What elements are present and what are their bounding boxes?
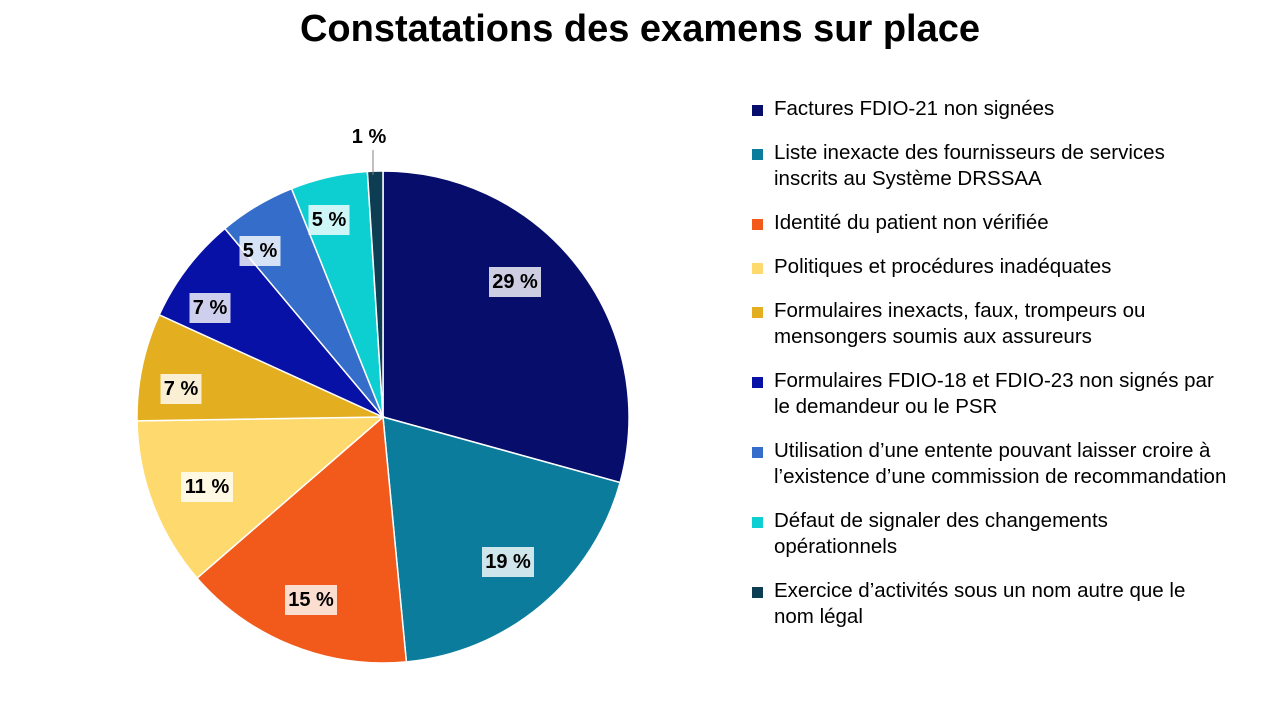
slice-label: 5 % (239, 236, 281, 266)
legend-label: Formulaires FDIO-18 et FDIO-23 non signé… (774, 369, 1214, 418)
slice-label-bg (181, 472, 233, 502)
slice-label-bg (482, 547, 534, 577)
legend-swatch (752, 587, 763, 598)
slice-label: 11 % (181, 472, 233, 502)
legend-swatch (752, 263, 763, 274)
slice-label: 15 % (285, 585, 337, 615)
pie-chart: 29 % 19 % 15 % 11 % 7 % 7 % 5 % 5 % 1 % (136, 126, 630, 664)
slice-label-text: 1 % (352, 126, 387, 148)
legend-label: Exercice d’activités sous un nom autre q… (774, 579, 1186, 628)
slice-label-bg (285, 585, 337, 615)
slice-label-text: 11 % (185, 476, 230, 498)
slice-label-text: 19 % (485, 551, 531, 573)
legend-label: Politiques et procédures inadéquates (774, 255, 1112, 278)
chart-title: Constatations des examens sur place (299, 8, 981, 50)
slice-label-bg (489, 267, 541, 297)
legend-label: Identité du patient non vérifiée (774, 211, 1049, 234)
legend-swatch (752, 149, 763, 160)
pie-slice (366, 170, 384, 418)
slice-label: 29 % (489, 267, 541, 297)
legend-swatch (752, 105, 763, 116)
legend-swatch (752, 219, 763, 230)
legend-swatch (752, 447, 763, 458)
legend-label: Défaut de signaler des changements opéra… (774, 509, 1108, 558)
pie-slice (158, 227, 384, 418)
legend-label: Formulaires inexacts, faux, trompeurs ou… (774, 299, 1146, 348)
legend-label: Utilisation d’une entente pouvant laisse… (774, 439, 1227, 488)
legend-item: Politiques et procédures inadéquates (748, 254, 1228, 280)
legend-swatch (752, 307, 763, 318)
pie-slice (136, 416, 386, 580)
slice-label: 5 % (308, 205, 350, 235)
chart-legend: Factures FDIO-21 non signées Liste inexac… (748, 96, 1228, 648)
slice-label: 19 % (482, 547, 534, 577)
legend-item: Identité du patient non vérifiée (748, 210, 1228, 236)
pie-slice (382, 170, 630, 484)
slice-label-text: 15 % (288, 589, 334, 611)
slice-label-bg (239, 236, 281, 266)
slice-label-text: 7 % (164, 378, 199, 400)
legend-item: Exercice d’activités sous un nom autre q… (748, 578, 1228, 630)
slice-label-bg (160, 374, 202, 404)
legend-swatch (752, 377, 763, 388)
legend-swatch (752, 517, 763, 528)
slice-label-text: 5 % (312, 209, 347, 231)
slice-label: 7 % (160, 374, 202, 404)
legend-label: Liste inexacte des fournisseurs de servi… (774, 141, 1165, 190)
slice-label: 1 % (352, 126, 387, 175)
legend-item: Liste inexacte des fournisseurs de servi… (748, 140, 1228, 192)
slice-label-bg (308, 205, 350, 235)
legend-item: Formulaires inexacts, faux, trompeurs ou… (748, 298, 1228, 350)
legend-item: Défaut de signaler des changements opéra… (748, 508, 1228, 560)
legend-item: Factures FDIO-21 non signées (748, 96, 1228, 122)
slice-label-text: 7 % (193, 297, 228, 319)
slice-label-text: 5 % (243, 240, 278, 262)
slice-label-bg (189, 293, 231, 323)
legend-label: Factures FDIO-21 non signées (774, 97, 1055, 120)
legend-item: Formulaires FDIO-18 et FDIO-23 non signé… (748, 368, 1228, 420)
pie-slice (196, 415, 408, 664)
legend-item: Utilisation d’une entente pouvant laisse… (748, 438, 1228, 490)
slice-label-text: 29 % (492, 271, 538, 293)
pie-slice (382, 415, 622, 663)
slice-label: 7 % (189, 293, 231, 323)
